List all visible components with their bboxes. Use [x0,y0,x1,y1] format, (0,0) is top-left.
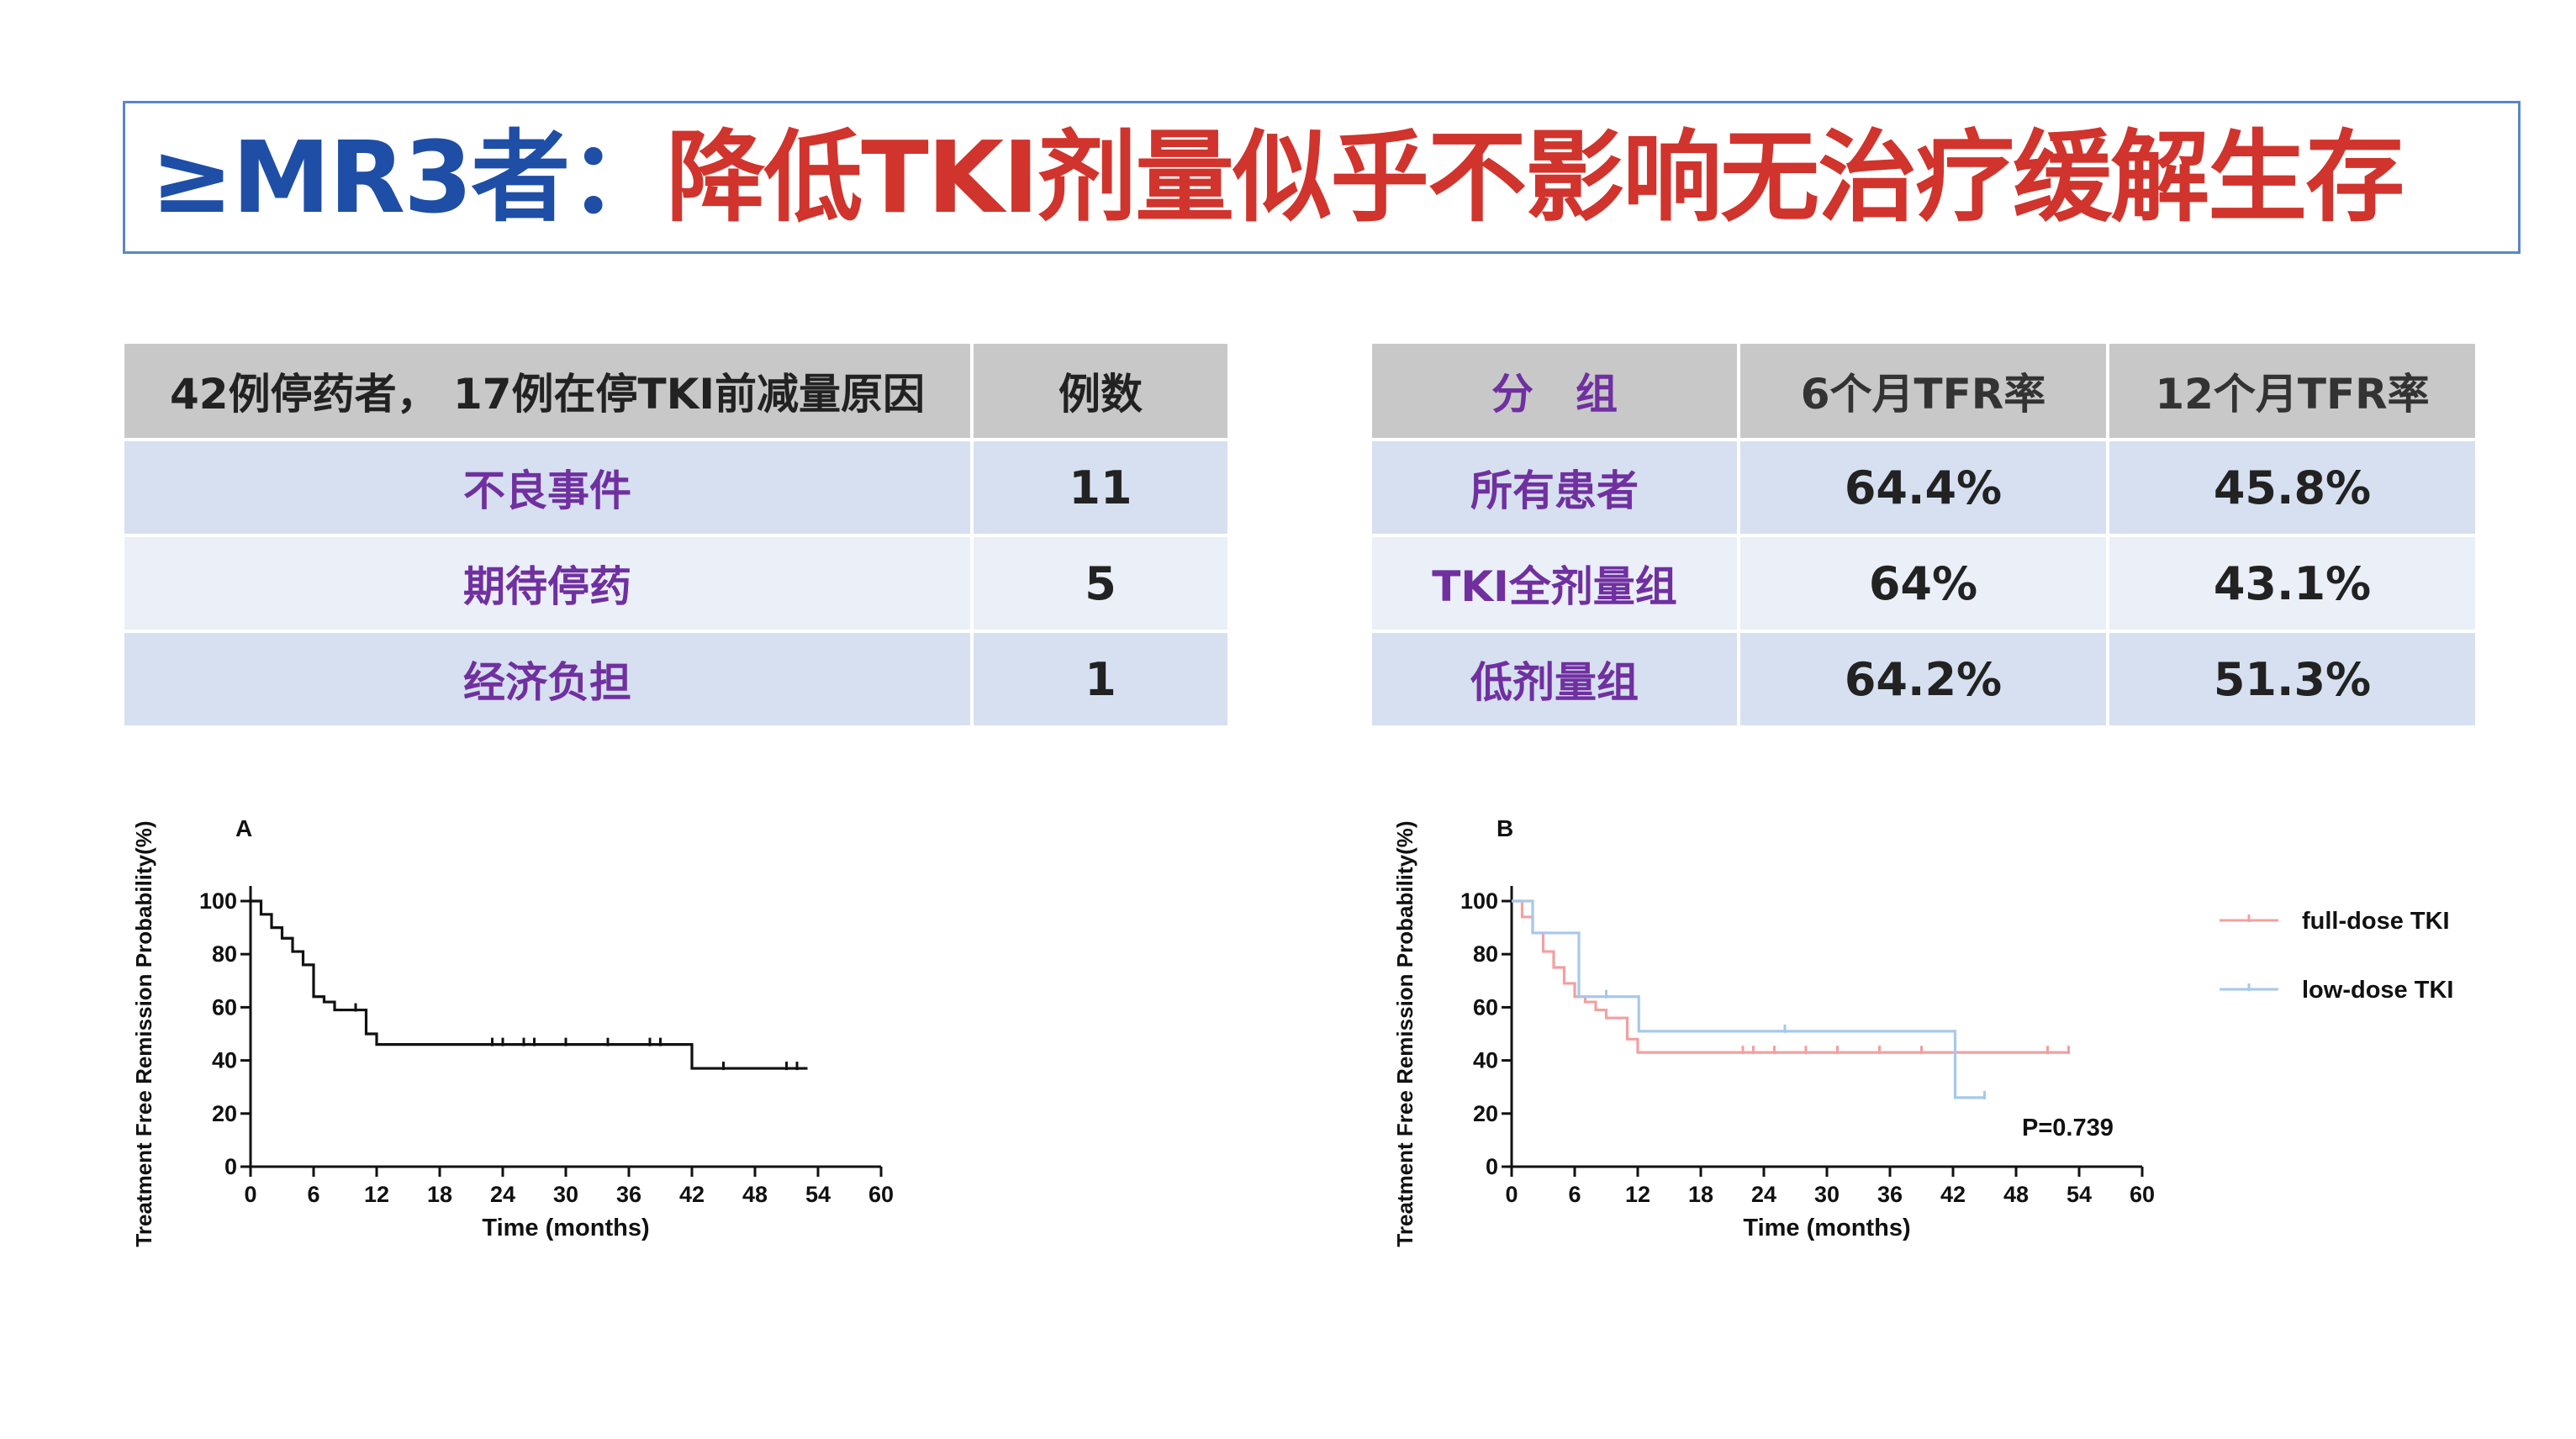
count-cell: 5 [970,534,1231,633]
title-main: 降低TKI剂量似乎不影响无治疗缓解生存 [666,119,2404,235]
group-cell: TKI全剂量组 [1369,534,1740,633]
rate-6m-cell: 64% [1737,534,2109,633]
x-tick-label: 0 [1505,1182,1518,1207]
x-tick-label: 60 [868,1182,894,1207]
km-chart-a: A Treatment Free Remission Probability(%)… [131,815,894,1247]
x-tick-label: 36 [616,1182,641,1207]
count-cell: 1 [970,630,1231,729]
x-tick-label: 30 [1814,1182,1840,1207]
reason-cell: 经济负担 [121,630,974,729]
x-tick-label: 36 [1877,1182,1903,1207]
rate-6m-cell: 64.4% [1737,438,2109,537]
y-tick-label: 0 [1486,1154,1498,1179]
y-axis-label: Treatment Free Remission Probability(%) [1392,820,1417,1247]
legend-label: full-dose TKI [2302,908,2450,935]
table-row: 所有患者 64.4% 45.8% [1369,438,2478,537]
x-tick-label: 12 [1625,1182,1650,1207]
x-tick-label: 60 [2130,1182,2155,1207]
x-tick-label: 24 [490,1182,515,1207]
survival-curve [1512,899,2069,1054]
header-count: 例数 [970,340,1231,441]
y-tick-label: 60 [212,994,237,1020]
y-tick-label: 60 [1473,994,1498,1020]
x-tick-label: 6 [307,1182,319,1207]
x-tick-label: 48 [742,1182,768,1207]
x-tick-label: 48 [2003,1182,2029,1207]
y-tick-label: 20 [1473,1101,1498,1126]
reduction-reason-table: 42例停药者， 17例在停TKI前减量原因 例数 不良事件 11 期待停药 5 … [121,340,1231,729]
header-6m: 6个月TFR率 [1737,340,2109,441]
table-row: 低剂量组 64.2% 51.3% [1369,630,2478,729]
y-axis-label: Treatment Free Remission Probability(%) [131,820,156,1247]
title-prefix: ≥MR3者： [150,119,668,235]
x-tick-label: 12 [364,1182,389,1207]
reason-cell: 不良事件 [121,438,974,537]
y-tick-label: 80 [1473,941,1498,967]
header-12m: 12个月TFR率 [2106,340,2478,441]
y-tick-label: 20 [212,1101,237,1126]
y-tick-label: 0 [224,1154,237,1179]
title-box: ≥MR3者：降低TKI剂量似乎不影响无治疗缓解生存 [123,101,2521,254]
x-axis-label: Time (months) [482,1215,649,1241]
header-group: 分 组 [1369,340,1740,441]
count-cell: 11 [970,438,1231,537]
y-tick-label: 40 [212,1048,237,1073]
reason-cell: 期待停药 [121,534,974,633]
panel-label: B [1497,815,1513,841]
table-row: TKI全剂量组 64% 43.1% [1369,534,2478,633]
x-tick-label: 24 [1751,1182,1776,1207]
survival-curve [1512,899,1985,1099]
table-row: 不良事件 11 [121,438,1231,537]
rate-6m-cell: 64.2% [1737,630,2109,729]
y-tick-label: 80 [212,941,237,967]
page-title: ≥MR3者：降低TKI剂量似乎不影响无治疗缓解生存 [150,103,2404,251]
y-tick-label: 100 [199,888,237,914]
x-tick-label: 54 [805,1182,831,1207]
table-row: 期待停药 5 [121,534,1231,633]
table-row: 经济负担 1 [121,630,1231,729]
header-reason: 42例停药者， 17例在停TKI前减量原因 [121,340,974,441]
x-tick-label: 0 [244,1182,256,1207]
x-axis-label: Time (months) [1743,1215,1910,1241]
legend-label: low-dose TKI [2302,977,2453,1004]
x-tick-label: 18 [1688,1182,1713,1207]
x-tick-label: 18 [427,1182,452,1207]
group-cell: 低剂量组 [1369,630,1740,729]
rate-12m-cell: 43.1% [2106,534,2478,633]
x-tick-label: 42 [1940,1182,1966,1207]
x-tick-label: 6 [1568,1182,1581,1207]
x-tick-label: 30 [553,1182,578,1207]
tfr-rate-table: 分 组 6个月TFR率 12个月TFR率 所有患者 64.4% 45.8% TK… [1369,340,2478,729]
rate-12m-cell: 45.8% [2106,438,2478,537]
y-tick-label: 100 [1460,888,1498,914]
km-chart-b: B Treatment Free Remission Probability(%)… [1392,815,2453,1247]
survival-curve [251,899,808,1070]
p-value-annotation: P=0.739 [2022,1115,2114,1141]
x-tick-label: 54 [2067,1182,2092,1207]
rate-12m-cell: 51.3% [2106,630,2478,729]
y-tick-label: 40 [1473,1048,1498,1073]
panel-label: A [235,815,252,841]
group-cell: 所有患者 [1369,438,1740,537]
x-tick-label: 42 [679,1182,705,1207]
